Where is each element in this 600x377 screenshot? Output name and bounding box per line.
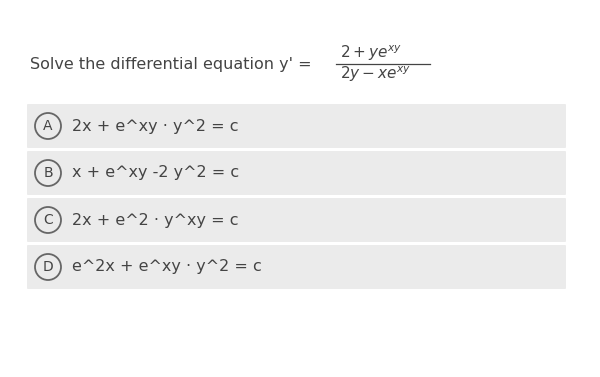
Text: D: D [43, 260, 53, 274]
FancyBboxPatch shape [27, 104, 566, 148]
Text: 2x + e^xy · y^2 = c: 2x + e^xy · y^2 = c [72, 118, 239, 133]
Text: A: A [43, 119, 53, 133]
Text: x + e^xy -2 y^2 = c: x + e^xy -2 y^2 = c [72, 166, 239, 181]
Text: $2y-xe^{xy}$: $2y-xe^{xy}$ [340, 64, 412, 84]
Text: B: B [43, 166, 53, 180]
Text: Solve the differential equation y' =: Solve the differential equation y' = [30, 58, 311, 72]
Text: 2x + e^2 · y^xy = c: 2x + e^2 · y^xy = c [72, 213, 239, 227]
FancyBboxPatch shape [27, 198, 566, 242]
Text: C: C [43, 213, 53, 227]
Text: $2+ye^{xy}$: $2+ye^{xy}$ [340, 43, 402, 63]
FancyBboxPatch shape [27, 151, 566, 195]
FancyBboxPatch shape [27, 245, 566, 289]
Text: e^2x + e^xy · y^2 = c: e^2x + e^xy · y^2 = c [72, 259, 262, 274]
